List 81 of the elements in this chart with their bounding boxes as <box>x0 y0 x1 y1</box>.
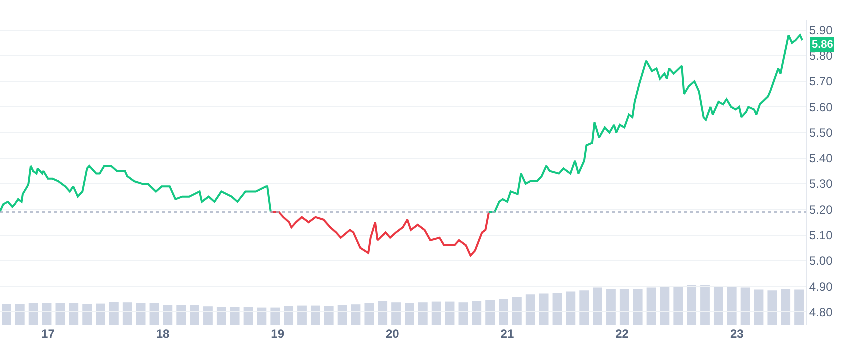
bar <box>674 287 684 325</box>
bar <box>82 304 92 325</box>
bar <box>56 303 66 325</box>
x-tick-label: 18 <box>156 327 170 341</box>
bar <box>216 307 226 325</box>
bar <box>472 301 482 325</box>
bar <box>432 302 442 325</box>
bar <box>526 294 536 325</box>
bar <box>230 307 240 325</box>
bar <box>122 302 132 325</box>
bar <box>418 302 428 325</box>
bar <box>781 289 791 325</box>
bar <box>768 290 778 325</box>
y-tick-label: 5.20 <box>809 202 834 217</box>
bar <box>700 285 710 325</box>
x-tick-label: 17 <box>42 327 56 341</box>
bar <box>244 307 254 325</box>
y-tick-label: 5.00 <box>809 254 834 268</box>
y-tick-label: 5.50 <box>809 126 834 140</box>
line-series <box>488 34 804 214</box>
bar <box>499 299 508 325</box>
bar <box>310 306 320 325</box>
bar <box>204 306 213 325</box>
x-tick-label: 21 <box>500 327 514 341</box>
bar <box>351 304 361 325</box>
bar <box>687 285 697 325</box>
bar <box>445 302 455 325</box>
bar <box>512 297 522 325</box>
bar <box>566 292 576 325</box>
y-tick-label: 5.70 <box>809 74 834 89</box>
bar <box>620 289 630 325</box>
bar <box>298 306 307 325</box>
y-tick-label: 5.30 <box>809 177 834 192</box>
bar <box>660 287 670 325</box>
bar <box>486 300 496 325</box>
bar <box>633 289 643 325</box>
bar <box>593 288 602 325</box>
y-tick-label: 4.90 <box>809 280 834 294</box>
bar <box>458 302 468 325</box>
bar <box>42 303 52 325</box>
bar <box>109 302 119 325</box>
bar <box>740 288 750 325</box>
x-tick-label: 20 <box>386 327 400 341</box>
bar <box>190 305 200 325</box>
y-tick-label: 5.10 <box>809 228 834 242</box>
bar <box>96 304 106 325</box>
line-series <box>270 211 490 257</box>
bar <box>552 293 562 325</box>
bar <box>378 301 388 325</box>
bar <box>324 306 334 325</box>
bar <box>136 303 146 325</box>
bar <box>754 290 764 325</box>
bar <box>163 305 173 325</box>
bar <box>284 306 294 325</box>
bar <box>176 305 186 325</box>
bar <box>2 304 12 325</box>
y-tick-label: 5.40 <box>809 152 834 166</box>
bar <box>580 290 590 325</box>
bar <box>539 294 549 325</box>
bar <box>270 308 280 325</box>
x-tick-label: 22 <box>616 327 630 341</box>
bar <box>646 288 656 325</box>
x-tick-label: 23 <box>730 327 744 341</box>
bar <box>794 290 804 325</box>
y-tick-label: 4.80 <box>809 305 834 320</box>
bar <box>338 305 348 325</box>
y-tick-label: 5.60 <box>809 100 834 114</box>
bar <box>405 303 414 325</box>
bar <box>364 303 374 325</box>
bar <box>69 303 79 325</box>
bar <box>606 289 616 325</box>
bar <box>714 286 724 325</box>
x-tick-label: 19 <box>271 327 285 341</box>
bar <box>28 303 38 325</box>
annotation: 5.86 <box>812 39 834 51</box>
bar <box>150 303 160 325</box>
bar <box>727 287 737 325</box>
bar <box>15 304 25 325</box>
bar <box>392 302 401 325</box>
y-tick-label: 5.90 <box>809 23 834 38</box>
line-series <box>0 165 272 214</box>
